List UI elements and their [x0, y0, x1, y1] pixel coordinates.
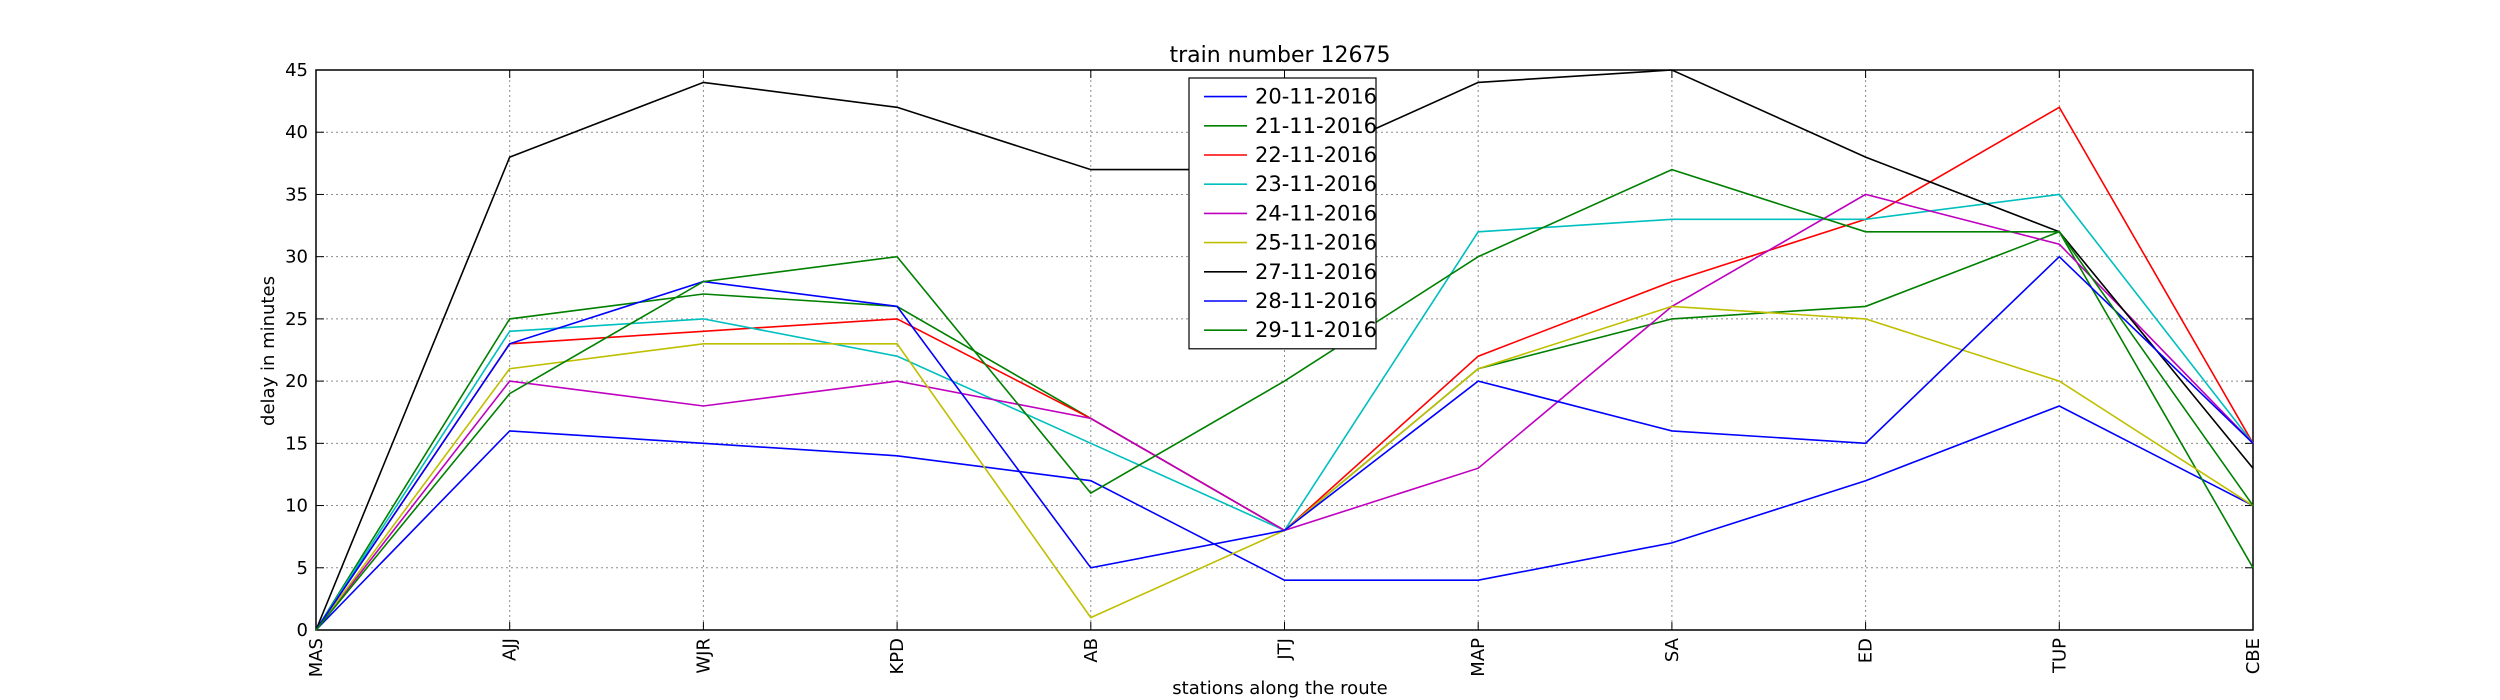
y-tick-label: 40	[285, 122, 308, 143]
legend-label: 20-11-2016	[1255, 85, 1377, 109]
plot-frame	[315, 69, 2254, 631]
y-axis-title: delay in minutes	[258, 276, 279, 426]
legend-label: 25-11-2016	[1255, 231, 1377, 255]
x-tick-label: KPD	[887, 638, 908, 675]
x-tick-label: JTJ	[1275, 638, 1296, 661]
axes: 0 5 10 15 20 25 30 35 40 45 MAS AJJ WJR KPD AB JTJ MAP SA…	[285, 60, 2264, 677]
x-tick-label: SA	[1662, 637, 1683, 662]
series-line-20-11-2016	[315, 405, 2254, 631]
x-tick-label: ED	[1856, 638, 1877, 663]
x-tick-label: AB	[1081, 638, 1102, 663]
y-tick-label: 30	[285, 247, 308, 268]
legend-label: 29-11-2016	[1255, 318, 1377, 342]
y-tick-label: 0	[297, 620, 308, 641]
y-tick-label: 5	[297, 558, 308, 579]
y-tick-label: 15	[285, 433, 308, 454]
legend-label: 24-11-2016	[1255, 201, 1377, 225]
grid-lines	[315, 69, 2254, 631]
y-tick-label: 25	[285, 309, 308, 330]
x-tick-label: AJJ	[500, 638, 521, 661]
y-tick-label: 35	[285, 184, 308, 205]
legend-label: 23-11-2016	[1255, 172, 1377, 196]
x-tick-label: MAS	[306, 638, 327, 677]
x-tick-label: TUP	[2049, 638, 2070, 674]
legend: 20-11-2016 21-11-2016 22-11-2016 23-11-2016…	[1188, 77, 1377, 350]
legend-label: 22-11-2016	[1255, 143, 1377, 167]
series-line-29-11-2016	[315, 168, 2254, 631]
series-line-28-11-2016	[315, 255, 2254, 631]
x-tick-label: WJR	[693, 638, 714, 674]
legend-label: 27-11-2016	[1255, 260, 1377, 284]
series-lines	[315, 69, 2254, 631]
chart-title: train number 12675	[1169, 43, 1390, 68]
y-tick-label: 10	[285, 496, 308, 517]
x-tick-label: MAP	[1468, 638, 1489, 677]
y-tick-label: 20	[285, 371, 308, 392]
x-tick-label: CBE	[2243, 638, 2264, 674]
legend-label: 21-11-2016	[1255, 114, 1377, 138]
x-axis-title: stations along the route	[1172, 678, 1387, 699]
legend-label: 28-11-2016	[1255, 289, 1377, 313]
y-tick-label: 45	[285, 60, 308, 81]
